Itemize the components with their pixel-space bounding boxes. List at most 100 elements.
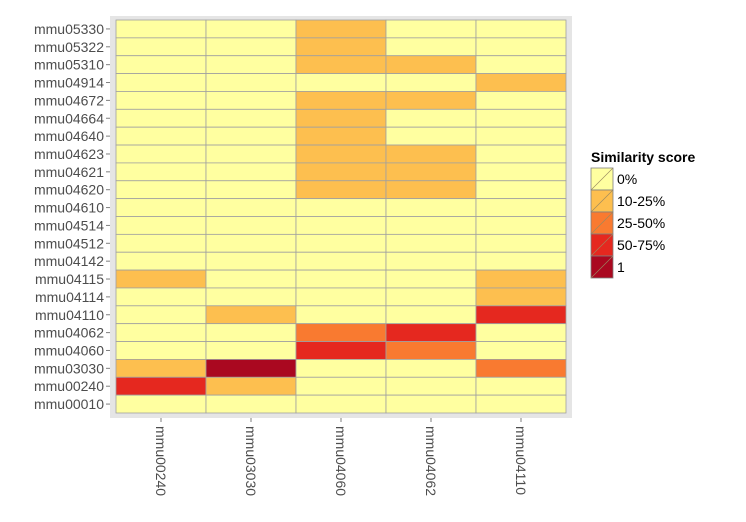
- legend-swatch-diagonal: [590, 211, 614, 235]
- heatmap-cell-mmu04142-mmu03030: [205, 251, 297, 271]
- heatmap-cell-mmu04620-mmu04110: [475, 180, 567, 200]
- y-tick-label: mmu04115: [35, 271, 104, 287]
- legend-label: 50-75%: [617, 237, 665, 253]
- heatmap-cell-mmu05322-mmu03030: [205, 37, 297, 57]
- y-tick-label: mmu05330: [34, 21, 104, 37]
- heatmap-cell-mmu04062-mmu00240: [115, 323, 207, 342]
- heatmap-tiles: [115, 19, 567, 414]
- heatmap-cell-mmu04142-mmu00240: [115, 251, 207, 271]
- heatmap-cell-mmu05330-mmu04060: [295, 19, 387, 39]
- heatmap-cell-mmu03030-mmu04110: [475, 359, 567, 378]
- heatmap-cell-mmu04115-mmu00240: [115, 269, 207, 289]
- heatmap-cell-mmu04664-mmu04110: [475, 108, 567, 128]
- heatmap-cell-mmu04640-mmu00240: [115, 126, 207, 146]
- heatmap-cell-mmu00010-mmu00240: [115, 394, 207, 414]
- y-tick-label: mmu04914: [34, 75, 104, 91]
- x-axis: mmu00240 mmu03030 mmu04060 mmu04062 mmu04110: [153, 418, 529, 496]
- heatmap-cell-mmu04114-mmu00240: [115, 287, 207, 307]
- x-tick-label: mmu00240: [153, 426, 169, 496]
- y-tick-label: mmu05322: [34, 39, 104, 55]
- heatmap-cell-mmu04110-mmu04060: [295, 305, 387, 325]
- heatmap-cell-mmu04115-mmu04060: [295, 269, 387, 289]
- heatmap-cell-mmu04114-mmu04110: [475, 287, 567, 307]
- heatmap-cell-mmu04640-mmu03030: [205, 126, 297, 146]
- legend-label: 1: [617, 259, 625, 275]
- heatmap-cell-mmu05322-mmu04062: [385, 37, 477, 57]
- legend: Similarity score 0% 10-25% 25-50% 50-75% 1: [590, 149, 695, 279]
- heatmap-cell-mmu04620-mmu03030: [205, 180, 297, 200]
- heatmap-cell-mmu04114-mmu04060: [295, 287, 387, 307]
- heatmap-cell-mmu00240-mmu00240: [115, 376, 207, 396]
- y-tick-label: mmu03030: [34, 360, 104, 376]
- heatmap-cell-mmu03030-mmu03030: [205, 359, 297, 378]
- heatmap-cell-mmu04914-mmu04060: [295, 73, 387, 92]
- heatmap-cell-mmu05322-mmu04110: [475, 37, 567, 57]
- y-tick-label: mmu04664: [34, 110, 104, 126]
- heatmap-cell-mmu04060-mmu04110: [475, 341, 567, 360]
- heatmap-cell-mmu05322-mmu04060: [295, 37, 387, 57]
- heatmap-cell-mmu00010-mmu04060: [295, 394, 387, 414]
- heatmap-cell-mmu04512-mmu04062: [385, 233, 477, 253]
- heatmap-cell-mmu04514-mmu04062: [385, 216, 477, 235]
- heatmap-cell-mmu04610-mmu04062: [385, 198, 477, 217]
- heatmap-cell-mmu04062-mmu04062: [385, 323, 477, 342]
- heatmap-cell-mmu05330-mmu03030: [205, 19, 297, 39]
- heatmap-cell-mmu04672-mmu03030: [205, 91, 297, 110]
- heatmap-cell-mmu04623-mmu04110: [475, 144, 567, 164]
- heatmap-cell-mmu04914-mmu04062: [385, 73, 477, 92]
- heatmap-cell-mmu04115-mmu04062: [385, 269, 477, 289]
- x-tick-label: mmu04062: [423, 426, 439, 496]
- heatmap-cell-mmu05330-mmu04110: [475, 19, 567, 39]
- y-axis: mmu05330 mmu05322 mmu05310 mmu04914mmu04672…: [34, 21, 110, 412]
- heatmap-cell-mmu00240-mmu04110: [475, 376, 567, 396]
- y-tick-label: mmu04610: [34, 200, 104, 216]
- heatmap-cell-mmu05310-mmu04062: [385, 55, 477, 74]
- heatmap-cell-mmu04623-mmu04062: [385, 144, 477, 164]
- heatmap-cell-mmu05310-mmu03030: [205, 55, 297, 74]
- legend-label: 0%: [617, 171, 637, 187]
- y-tick-label: mmu04623: [34, 146, 104, 162]
- y-tick-label: mmu00240: [34, 378, 104, 394]
- heatmap-cell-mmu04914-mmu04110: [475, 73, 567, 92]
- legend-label: 10-25%: [617, 193, 665, 209]
- y-tick-label: mmu04672: [34, 92, 104, 108]
- heatmap-cell-mmu03030-mmu04062: [385, 359, 477, 378]
- heatmap-cell-mmu04142-mmu04060: [295, 251, 387, 271]
- x-tick-label: mmu04110: [513, 426, 529, 495]
- heatmap-cell-mmu04621-mmu03030: [205, 162, 297, 182]
- heatmap-cell-mmu04664-mmu04062: [385, 108, 477, 128]
- heatmap-cell-mmu04110-mmu04062: [385, 305, 477, 325]
- heatmap-cell-mmu04114-mmu04062: [385, 287, 477, 307]
- y-tick-label: mmu04142: [34, 253, 104, 269]
- heatmap-cell-mmu04620-mmu04060: [295, 180, 387, 200]
- heatmap-cell-mmu05322-mmu00240: [115, 37, 207, 57]
- heatmap-cell-mmu05310-mmu00240: [115, 55, 207, 74]
- heatmap-cell-mmu04060-mmu00240: [115, 341, 207, 360]
- heatmap-cell-mmu03030-mmu04060: [295, 359, 387, 378]
- heatmap-cell-mmu04621-mmu04110: [475, 162, 567, 182]
- x-tick-label: mmu04060: [333, 426, 349, 496]
- legend-label: 25-50%: [617, 215, 665, 231]
- legend-swatch-diagonal: [590, 167, 614, 191]
- heatmap-cell-mmu04621-mmu04062: [385, 162, 477, 182]
- heatmap-cell-mmu04621-mmu04060: [295, 162, 387, 182]
- y-tick-label: mmu00010: [34, 396, 104, 412]
- y-tick-label: mmu04110: [35, 307, 104, 323]
- heatmap-cell-mmu04640-mmu04110: [475, 126, 567, 146]
- y-tick-label: mmu04512: [34, 235, 104, 251]
- heatmap-cell-mmu00010-mmu04062: [385, 394, 477, 414]
- heatmap-cell-mmu04060-mmu03030: [205, 341, 297, 360]
- heatmap-cell-mmu04512-mmu04060: [295, 233, 387, 253]
- heatmap-cell-mmu04640-mmu04060: [295, 126, 387, 146]
- heatmap-cell-mmu04640-mmu04062: [385, 126, 477, 146]
- heatmap-cell-mmu04623-mmu04060: [295, 144, 387, 164]
- y-tick-label: mmu04640: [34, 128, 104, 144]
- y-tick-label: mmu04114: [35, 289, 104, 305]
- heatmap-cell-mmu04062-mmu04060: [295, 323, 387, 342]
- heatmap-cell-mmu04623-mmu00240: [115, 144, 207, 164]
- heatmap-cell-mmu00240-mmu03030: [205, 376, 297, 396]
- heatmap-cell-mmu04514-mmu04110: [475, 216, 567, 235]
- y-tick-label: mmu04621: [34, 164, 104, 180]
- heatmap-cell-mmu04142-mmu04110: [475, 251, 567, 271]
